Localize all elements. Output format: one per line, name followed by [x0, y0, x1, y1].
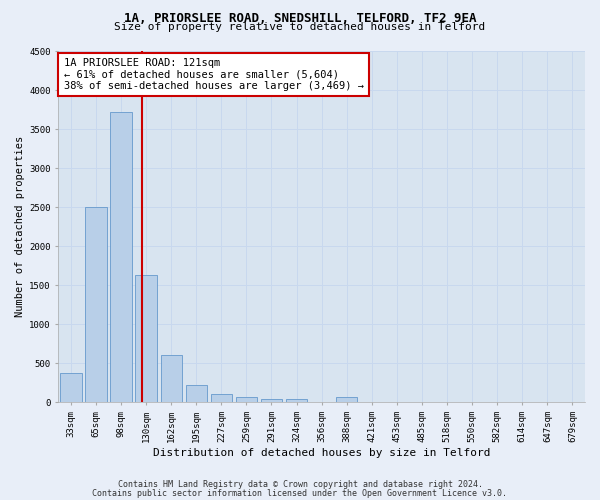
Bar	[60, 373, 82, 402]
Bar	[110, 112, 131, 402]
Text: 1A PRIORSLEE ROAD: 121sqm
← 61% of detached houses are smaller (5,604)
38% of se: 1A PRIORSLEE ROAD: 121sqm ← 61% of detac…	[64, 58, 364, 91]
Bar	[161, 355, 182, 402]
Bar	[261, 399, 282, 402]
Bar	[236, 398, 257, 402]
Text: Contains HM Land Registry data © Crown copyright and database right 2024.: Contains HM Land Registry data © Crown c…	[118, 480, 482, 489]
Bar	[136, 275, 157, 402]
Bar	[85, 207, 107, 402]
X-axis label: Distribution of detached houses by size in Telford: Distribution of detached houses by size …	[153, 448, 490, 458]
Bar	[336, 398, 358, 402]
Text: Contains public sector information licensed under the Open Government Licence v3: Contains public sector information licen…	[92, 488, 508, 498]
Text: 1A, PRIORSLEE ROAD, SNEDSHILL, TELFORD, TF2 9EA: 1A, PRIORSLEE ROAD, SNEDSHILL, TELFORD, …	[124, 12, 476, 26]
Bar	[286, 399, 307, 402]
Bar	[185, 384, 207, 402]
Y-axis label: Number of detached properties: Number of detached properties	[15, 136, 25, 317]
Text: Size of property relative to detached houses in Telford: Size of property relative to detached ho…	[115, 22, 485, 32]
Bar	[211, 394, 232, 402]
